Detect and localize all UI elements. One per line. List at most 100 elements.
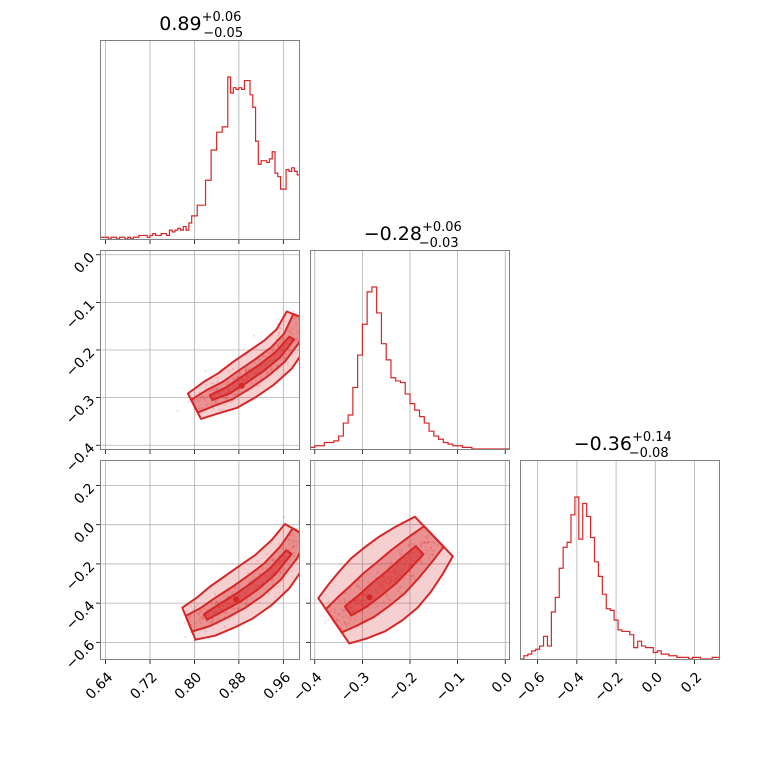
- x-tick-label: 0.64: [83, 669, 116, 702]
- scatter-point: [244, 369, 248, 372]
- scatter-point: [276, 345, 279, 348]
- parameter-title: 0.89+0.06: [159, 10, 241, 35]
- scatter-point: [233, 587, 236, 590]
- scatter-point: [295, 544, 298, 547]
- x-tick-label: −0.6: [513, 669, 548, 704]
- scatter-point: [367, 581, 370, 584]
- scatter-point: [236, 608, 239, 611]
- scatter-point: [202, 618, 205, 621]
- scatter-point: [244, 370, 248, 373]
- joint-contents: [317, 515, 454, 645]
- scatter-point: [216, 398, 219, 402]
- scatter-point: [270, 365, 273, 368]
- scatter-point: [296, 337, 299, 340]
- scatter-point: [347, 622, 350, 625]
- scatter-point: [250, 382, 253, 385]
- scatter-point: [194, 413, 197, 416]
- scatter-point: [419, 559, 422, 562]
- scatter-point: [226, 396, 229, 400]
- scatter-point: [412, 574, 415, 577]
- scatter-point: [272, 347, 275, 350]
- scatter-point: [226, 611, 229, 614]
- scatter-point: [206, 620, 210, 623]
- y-tick-label: −0.4: [63, 598, 98, 633]
- scatter-point: [427, 534, 430, 537]
- histogram-panel-2: [520, 460, 720, 664]
- scatter-point: [225, 383, 228, 386]
- scatter-point: [253, 361, 256, 364]
- scatter-point: [195, 398, 199, 402]
- scatter-point: [266, 562, 269, 565]
- scatter-point: [260, 376, 263, 380]
- histogram-panel-1: [310, 250, 510, 454]
- y-tick-label: 0.0: [71, 250, 98, 277]
- scatter-point: [274, 595, 277, 598]
- scatter-point: [425, 536, 429, 540]
- scatter-point: [356, 585, 359, 588]
- scatter-point: [304, 330, 306, 332]
- scatter-point: [399, 585, 402, 588]
- scatter-point: [278, 574, 281, 577]
- scatter-point: [256, 384, 259, 388]
- scatter-point: [206, 604, 209, 608]
- scatter-point: [424, 535, 427, 539]
- scatter-point: [227, 618, 231, 621]
- scatter-point: [211, 621, 214, 624]
- y-tick-label: −0.4: [63, 440, 98, 475]
- mode-marker: [238, 382, 245, 389]
- scatter-point: [270, 578, 273, 582]
- scatter-point: [213, 389, 216, 392]
- scatter-point: [234, 376, 238, 379]
- scatter-point: [398, 552, 402, 555]
- scatter-point: [194, 605, 198, 608]
- scatter-point: [189, 605, 192, 608]
- y-tick-label: 0.2: [71, 480, 98, 507]
- histogram-step-line: [520, 496, 720, 660]
- scatter-point: [382, 600, 385, 604]
- scatter-point: [214, 400, 217, 403]
- scatter-point: [204, 629, 207, 632]
- scatter-point: [214, 603, 217, 606]
- scatter-point: [239, 372, 242, 375]
- scatter-point: [214, 593, 217, 596]
- scatter-point: [223, 403, 226, 407]
- scatter-point: [266, 371, 269, 374]
- scatter-point: [199, 396, 202, 399]
- scatter-point: [429, 554, 432, 557]
- scatter-point: [301, 328, 303, 330]
- scatter-point: [307, 306, 309, 308]
- scatter-point: [267, 592, 270, 595]
- panel-border: [520, 460, 720, 660]
- panel-background: [520, 460, 720, 660]
- scatter-point: [424, 545, 427, 549]
- scatter-point: [431, 549, 435, 552]
- scatter-point: [199, 616, 202, 619]
- scatter-point: [343, 598, 346, 601]
- scatter-point: [287, 548, 291, 551]
- scatter-point: [344, 614, 347, 617]
- x-tick-label: 0.0: [639, 669, 666, 696]
- scatter-point: [215, 388, 219, 391]
- x-tick-label: −0.4: [290, 669, 325, 704]
- scatter-point: [262, 567, 265, 570]
- scatter-point: [427, 549, 430, 552]
- scatter-point: [198, 619, 201, 622]
- scatter-point: [220, 408, 224, 412]
- parameter-title-minus: −0.08: [629, 446, 669, 461]
- panel-border: [100, 250, 300, 450]
- scatter-point: [344, 600, 347, 603]
- scatter-point: [211, 618, 214, 621]
- contour-level-3: [203, 549, 293, 621]
- scatter-point: [327, 600, 330, 604]
- scatter-point: [349, 618, 352, 621]
- scatter-point: [188, 615, 192, 619]
- scatter-point: [282, 337, 285, 340]
- scatter-point: [212, 388, 215, 391]
- scatter-point: [198, 399, 201, 403]
- joint-panel-2: [306, 460, 510, 664]
- scatter-point: [403, 577, 406, 580]
- scatter-point: [436, 543, 439, 547]
- scatter-point: [218, 408, 221, 411]
- scatter-point: [397, 549, 400, 552]
- scatter-point: [265, 567, 269, 570]
